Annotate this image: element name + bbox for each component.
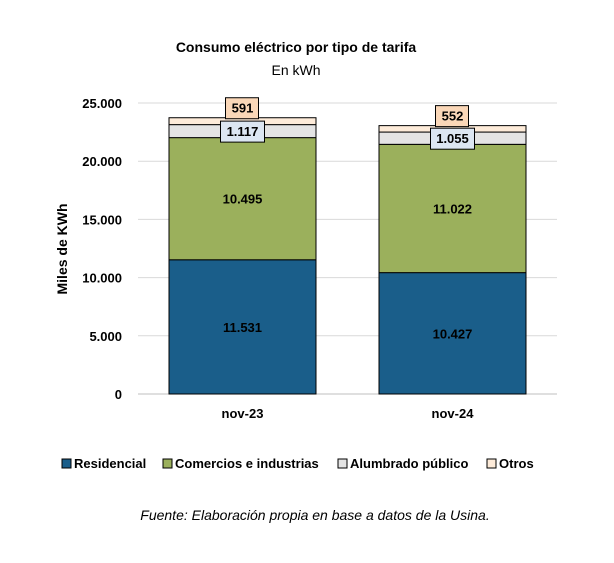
legend-label: Alumbrado público [350,456,469,471]
y-axis-label: Miles de KWh [54,203,70,294]
legend-label: Comercios e industrias [175,456,319,471]
data-label: 591 [232,101,254,116]
bar-segment-residencial [378,272,527,395]
chart-subtitle: En kWh [271,62,320,78]
legend-swatch [61,458,72,469]
data-label-box [430,127,475,150]
data-label: 11.022 [433,201,472,216]
data-label-box [225,97,259,120]
bar-segment-residencial [168,259,317,395]
data-label: 11.531 [223,320,262,335]
data-label-box [435,105,469,128]
data-label: 10.427 [433,326,473,341]
data-label: 10.495 [223,192,263,207]
y-tick-label: 10.000 [82,271,122,286]
x-tick-label: nov-24 [432,406,475,421]
y-tick-label: 20.000 [82,154,122,169]
data-label: 1.117 [227,124,259,139]
legend-swatch [337,458,348,469]
y-tick-label: 25.000 [82,96,122,111]
data-label: 1.055 [436,131,469,146]
data-label-box [220,120,265,143]
y-tick-label: 15.000 [82,212,122,227]
bar-segment-comercios-e-industrias [378,143,527,274]
y-tick-label: 5.000 [89,329,122,344]
bar-segment-comercios-e-industrias [168,137,317,261]
legend-swatch [486,458,497,469]
y-tick-label: 0 [115,387,122,402]
legend-label: Residencial [74,456,146,471]
source-note: Fuente: Elaboración propia en base a dat… [140,507,489,523]
chart-title: Consumo eléctrico por tipo de tarifa [176,39,417,55]
data-label: 552 [442,109,464,124]
legend-swatch [162,458,173,469]
x-tick-label: nov-23 [222,406,264,421]
legend-label: Otros [499,456,534,471]
